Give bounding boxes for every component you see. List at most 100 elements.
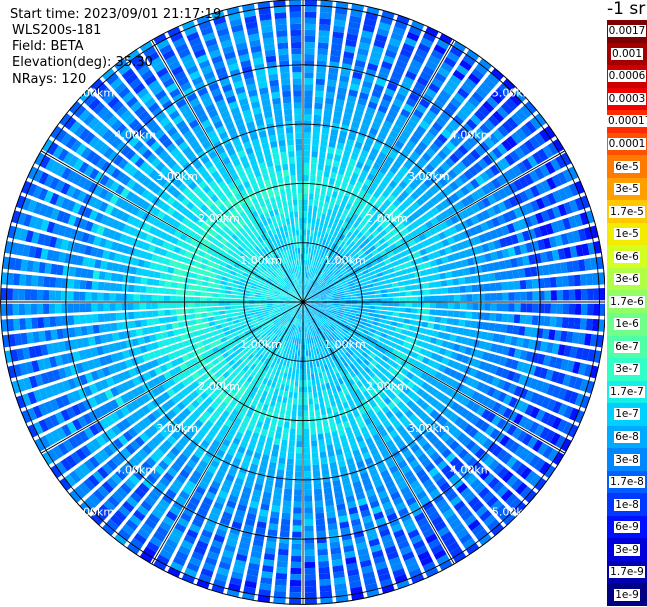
ray-gate-cell [320, 257, 325, 265]
ray-gate-cell [388, 556, 402, 567]
ray-gate-cell [207, 465, 217, 474]
ray-gate-cell [320, 298, 327, 300]
ray-gate-cell [315, 237, 320, 244]
ray-gate-cell [214, 320, 222, 325]
ray-gate-cell [408, 181, 418, 191]
ray-gate-cell [181, 397, 190, 407]
ray-gate-cell [368, 57, 380, 66]
ray-gate-cell [379, 203, 388, 212]
ray-gate-cell [424, 131, 436, 142]
ray-gate-cell [156, 526, 169, 537]
ray-gate-cell [391, 406, 400, 415]
ray-gate-cell [461, 469, 473, 481]
ray-gate-cell [436, 354, 444, 363]
ray-gate-cell [336, 358, 343, 365]
ray-gate-cell [292, 349, 296, 356]
ray-gate-cell [165, 345, 173, 354]
ray-gate-cell [333, 485, 343, 493]
ray-gate-cell [79, 501, 93, 515]
ray-gate-cell [325, 401, 331, 409]
ray-gate-cell [375, 268, 382, 274]
ray-gate-cell [347, 568, 360, 577]
ray-gate-cell [331, 123, 340, 131]
ray-gate-cell [468, 266, 477, 275]
ray-gate-cell [58, 367, 67, 379]
ray-gate-cell [391, 361, 399, 369]
ray-gate-cell [17, 212, 27, 226]
ray-gate-cell [345, 297, 352, 300]
ray-gate-cell [133, 509, 146, 522]
ray-gate-cell [323, 426, 330, 434]
ray-gate-cell [189, 523, 201, 534]
ray-gate-cell [304, 561, 316, 569]
ray-gate-cell [335, 198, 342, 206]
ray-gate-cell [336, 93, 346, 101]
ray-gate-cell [298, 386, 303, 393]
ray-gate-cell [211, 251, 219, 258]
ray-gate-cell [254, 324, 261, 329]
ray-gate-cell [75, 362, 84, 374]
ray-gate-cell [465, 153, 477, 164]
ray-gate-cell [343, 483, 352, 492]
ray-gate-cell [414, 187, 424, 197]
ray-gate-cell [370, 544, 382, 553]
ray-gate-cell [225, 473, 235, 483]
ray-gate-cell [375, 363, 383, 371]
ray-gate-cell [311, 288, 316, 294]
ray-gate-cell [462, 328, 471, 337]
ray-gate-cell [173, 416, 183, 426]
ray-gate-cell [347, 183, 354, 192]
ray-gate-cell [299, 332, 302, 339]
ray-gate-cell [325, 369, 331, 377]
ray-gate-cell [301, 308, 303, 314]
ray-gate-cell [465, 285, 473, 293]
ray-gate-cell [506, 424, 517, 436]
ray-gate-cell [319, 237, 324, 245]
ray-gate-cell [168, 337, 177, 345]
ray-gate-cell [502, 292, 509, 301]
ray-gate-cell [139, 345, 148, 354]
ray-gate-cell [441, 340, 449, 348]
ray-gate-cell [243, 524, 254, 533]
ray-gate-cell [279, 294, 286, 298]
ray-gate-cell [362, 256, 369, 263]
ray-gate-cell [149, 334, 157, 342]
ray-gate-cell [305, 253, 308, 260]
ray-gate-cell [122, 245, 131, 254]
ray-gate-cell [381, 293, 388, 298]
ray-gate-cell [352, 147, 361, 155]
ray-gate-cell [314, 306, 320, 310]
ray-gate-cell [362, 118, 372, 127]
ray-gate-cell [275, 312, 282, 316]
ray-gate-cell [416, 517, 429, 528]
ray-gate-cell [380, 146, 390, 155]
ray-gate-cell [394, 573, 408, 584]
ray-gate-cell [263, 559, 275, 567]
ray-gate-cell [92, 324, 100, 334]
ray-gate-cell [232, 345, 240, 352]
ray-gate-cell [243, 380, 250, 388]
ray-gate-cell [182, 290, 189, 296]
ray-gate-cell [384, 208, 393, 216]
ray-gate-cell [304, 284, 306, 290]
ray-gate-cell [435, 116, 447, 128]
ray-gate-cell [455, 242, 464, 251]
ray-gate-cell [416, 76, 429, 87]
ray-gate-cell [310, 434, 317, 441]
ray-gate-cell [470, 320, 478, 329]
ray-gate-cell [484, 231, 493, 242]
ray-gate-cell [365, 488, 376, 498]
ray-gate-cell [416, 340, 424, 347]
ray-gate-cell [330, 313, 337, 317]
ray-gate-cell [230, 378, 238, 387]
ray-gate-cell [335, 417, 342, 425]
ray-gate-cell [458, 277, 466, 285]
ray-gate-cell [501, 452, 513, 465]
ray-gate-cell [444, 349, 453, 358]
ray-gate-cell [211, 424, 220, 434]
ray-gate-cell [395, 92, 407, 102]
ray-gate-cell [386, 82, 398, 92]
ray-gate-cell [221, 511, 233, 521]
ray-gate-cell [64, 474, 77, 488]
ray-gate-cell [303, 168, 310, 176]
